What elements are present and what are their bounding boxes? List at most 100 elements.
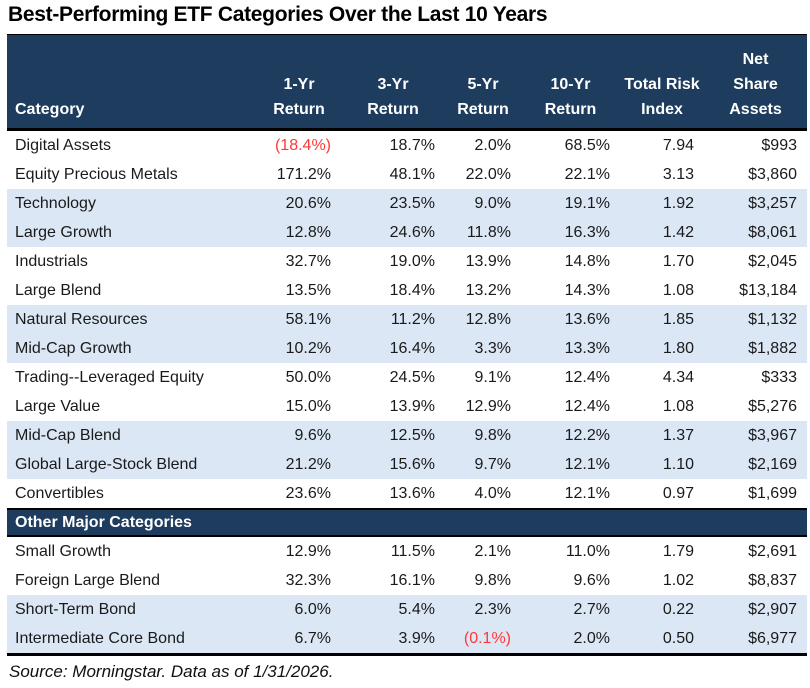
- value-cell-return_1yr: 23.6%: [257, 479, 341, 509]
- value-cell-return_3yr: 48.1%: [341, 160, 445, 189]
- table-row: Trading--Leveraged Equity 50.0% 24.5% 9.1% 1…: [7, 363, 807, 392]
- value-cell-return_10yr: 16.3%: [521, 218, 620, 247]
- section-header-row: Other Major Categories: [7, 508, 807, 537]
- table-row: Foreign Large Blend 32.3% 16.1% 9.8% 9.6% 1.0…: [7, 566, 807, 595]
- value-cell-return_3yr: 24.5%: [341, 363, 445, 392]
- column-header-net_share_assets: Net Share Assets: [704, 34, 807, 131]
- column-header-return_5yr: 5-Yr Return: [445, 34, 521, 131]
- value-cell-return_5yr: 13.9%: [445, 247, 521, 276]
- value-cell-return_1yr: 32.7%: [257, 247, 341, 276]
- value-cell-return_5yr: (0.1%): [445, 624, 521, 655]
- column-header-line: 5-Yr: [467, 76, 499, 93]
- value-cell-return_10yr: 2.7%: [521, 595, 620, 624]
- value-cell-return_10yr: 11.0%: [521, 536, 620, 566]
- category-cell: Large Blend: [7, 276, 257, 305]
- value-cell-return_1yr: 10.2%: [257, 334, 341, 363]
- value-cell-net_share_assets: $8,837: [704, 566, 807, 595]
- value-cell-return_5yr: 3.3%: [445, 334, 521, 363]
- value-cell-return_3yr: 18.7%: [341, 129, 445, 160]
- column-header-category: Category: [7, 34, 257, 131]
- value-cell-return_1yr: 171.2%: [257, 160, 341, 189]
- value-cell-net_share_assets: $8,061: [704, 218, 807, 247]
- table-row: Short-Term Bond 6.0% 5.4% 2.3% 2.7% 0.22 $2,90…: [7, 595, 807, 624]
- value-cell-return_3yr: 5.4%: [341, 595, 445, 624]
- column-header-total_risk_index: Total Risk Index: [620, 34, 704, 131]
- table-row: Small Growth 12.9% 11.5% 2.1% 11.0% 1.79 $2,69…: [7, 536, 807, 566]
- value-cell-total_risk_index: 1.85: [620, 305, 704, 334]
- table-row: Digital Assets (18.4%) 18.7% 2.0% 68.5% 7.94 $…: [7, 129, 807, 160]
- value-cell-net_share_assets: $2,045: [704, 247, 807, 276]
- value-cell-total_risk_index: 1.92: [620, 189, 704, 218]
- table-row: Industrials 32.7% 19.0% 13.9% 14.8% 1.70 $2,04…: [7, 247, 807, 276]
- value-cell-return_3yr: 24.6%: [341, 218, 445, 247]
- value-cell-return_3yr: 3.9%: [341, 624, 445, 655]
- table-row: Intermediate Core Bond 6.7% 3.9% (0.1%) 2.0%…: [7, 624, 807, 655]
- table-row: Technology 20.6% 23.5% 9.0% 19.1% 1.92 $3,257: [7, 189, 807, 218]
- category-cell: Digital Assets: [7, 129, 257, 160]
- category-cell: Trading--Leveraged Equity: [7, 363, 257, 392]
- table-row: Natural Resources 58.1% 11.2% 12.8% 13.6% 1.8…: [7, 305, 807, 334]
- category-cell: Small Growth: [7, 536, 257, 566]
- column-header-line: 10-Yr: [550, 76, 591, 93]
- table-row: Large Blend 13.5% 18.4% 13.2% 14.3% 1.08 $13,1…: [7, 276, 807, 305]
- value-cell-return_5yr: 9.1%: [445, 363, 521, 392]
- category-cell: Mid-Cap Blend: [7, 421, 257, 450]
- value-cell-return_1yr: 15.0%: [257, 392, 341, 421]
- value-cell-net_share_assets: $3,257: [704, 189, 807, 218]
- section-header-label: Other Major Categories: [7, 508, 807, 537]
- value-cell-return_1yr: 32.3%: [257, 566, 341, 595]
- value-cell-return_1yr: 12.9%: [257, 536, 341, 566]
- value-cell-return_5yr: 11.8%: [445, 218, 521, 247]
- value-cell-return_10yr: 12.2%: [521, 421, 620, 450]
- value-cell-return_1yr: 50.0%: [257, 363, 341, 392]
- value-cell-return_3yr: 15.6%: [341, 450, 445, 479]
- value-cell-return_10yr: 2.0%: [521, 624, 620, 655]
- value-cell-total_risk_index: 4.34: [620, 363, 704, 392]
- table-header: Category 1-Yr Return 3-Yr Return 5-Yr Return 10…: [7, 34, 807, 131]
- value-cell-return_3yr: 19.0%: [341, 247, 445, 276]
- value-cell-net_share_assets: $3,860: [704, 160, 807, 189]
- category-cell: Large Value: [7, 392, 257, 421]
- value-cell-return_3yr: 13.9%: [341, 392, 445, 421]
- etf-categories-table: Category 1-Yr Return 3-Yr Return 5-Yr Return 10…: [7, 34, 807, 656]
- column-header-line: Total Risk: [624, 76, 700, 93]
- value-cell-return_3yr: 11.2%: [341, 305, 445, 334]
- value-cell-return_10yr: 13.6%: [521, 305, 620, 334]
- value-cell-total_risk_index: 0.22: [620, 595, 704, 624]
- category-cell: Foreign Large Blend: [7, 566, 257, 595]
- value-cell-return_5yr: 2.1%: [445, 536, 521, 566]
- value-cell-net_share_assets: $1,132: [704, 305, 807, 334]
- value-cell-return_3yr: 18.4%: [341, 276, 445, 305]
- value-cell-return_3yr: 13.6%: [341, 479, 445, 509]
- value-cell-total_risk_index: 1.08: [620, 392, 704, 421]
- value-cell-total_risk_index: 1.10: [620, 450, 704, 479]
- value-cell-total_risk_index: 0.97: [620, 479, 704, 509]
- column-header-line: Category: [15, 101, 85, 118]
- category-cell: Industrials: [7, 247, 257, 276]
- value-cell-return_10yr: 68.5%: [521, 129, 620, 160]
- value-cell-return_1yr: 6.7%: [257, 624, 341, 655]
- value-cell-net_share_assets: $1,699: [704, 479, 807, 509]
- value-cell-return_10yr: 12.1%: [521, 450, 620, 479]
- value-cell-return_10yr: 13.3%: [521, 334, 620, 363]
- table-row: Convertibles 23.6% 13.6% 4.0% 12.1% 0.97 $1,69…: [7, 479, 807, 509]
- value-cell-return_1yr: (18.4%): [257, 129, 341, 160]
- category-cell: Mid-Cap Growth: [7, 334, 257, 363]
- value-cell-net_share_assets: $2,169: [704, 450, 807, 479]
- value-cell-total_risk_index: 1.02: [620, 566, 704, 595]
- value-cell-return_5yr: 9.8%: [445, 566, 521, 595]
- value-cell-total_risk_index: 7.94: [620, 129, 704, 160]
- column-header-line: 1-Yr: [283, 76, 315, 93]
- value-cell-return_5yr: 12.8%: [445, 305, 521, 334]
- value-cell-return_1yr: 12.8%: [257, 218, 341, 247]
- value-cell-return_5yr: 2.3%: [445, 595, 521, 624]
- value-cell-return_10yr: 12.4%: [521, 363, 620, 392]
- value-cell-return_5yr: 4.0%: [445, 479, 521, 509]
- value-cell-total_risk_index: 1.42: [620, 218, 704, 247]
- table-row: Global Large-Stock Blend 21.2% 15.6% 9.7% 12…: [7, 450, 807, 479]
- category-cell: Short-Term Bond: [7, 595, 257, 624]
- column-header-return_3yr: 3-Yr Return: [341, 34, 445, 131]
- column-header-return_10yr: 10-Yr Return: [521, 34, 620, 131]
- value-cell-return_1yr: 20.6%: [257, 189, 341, 218]
